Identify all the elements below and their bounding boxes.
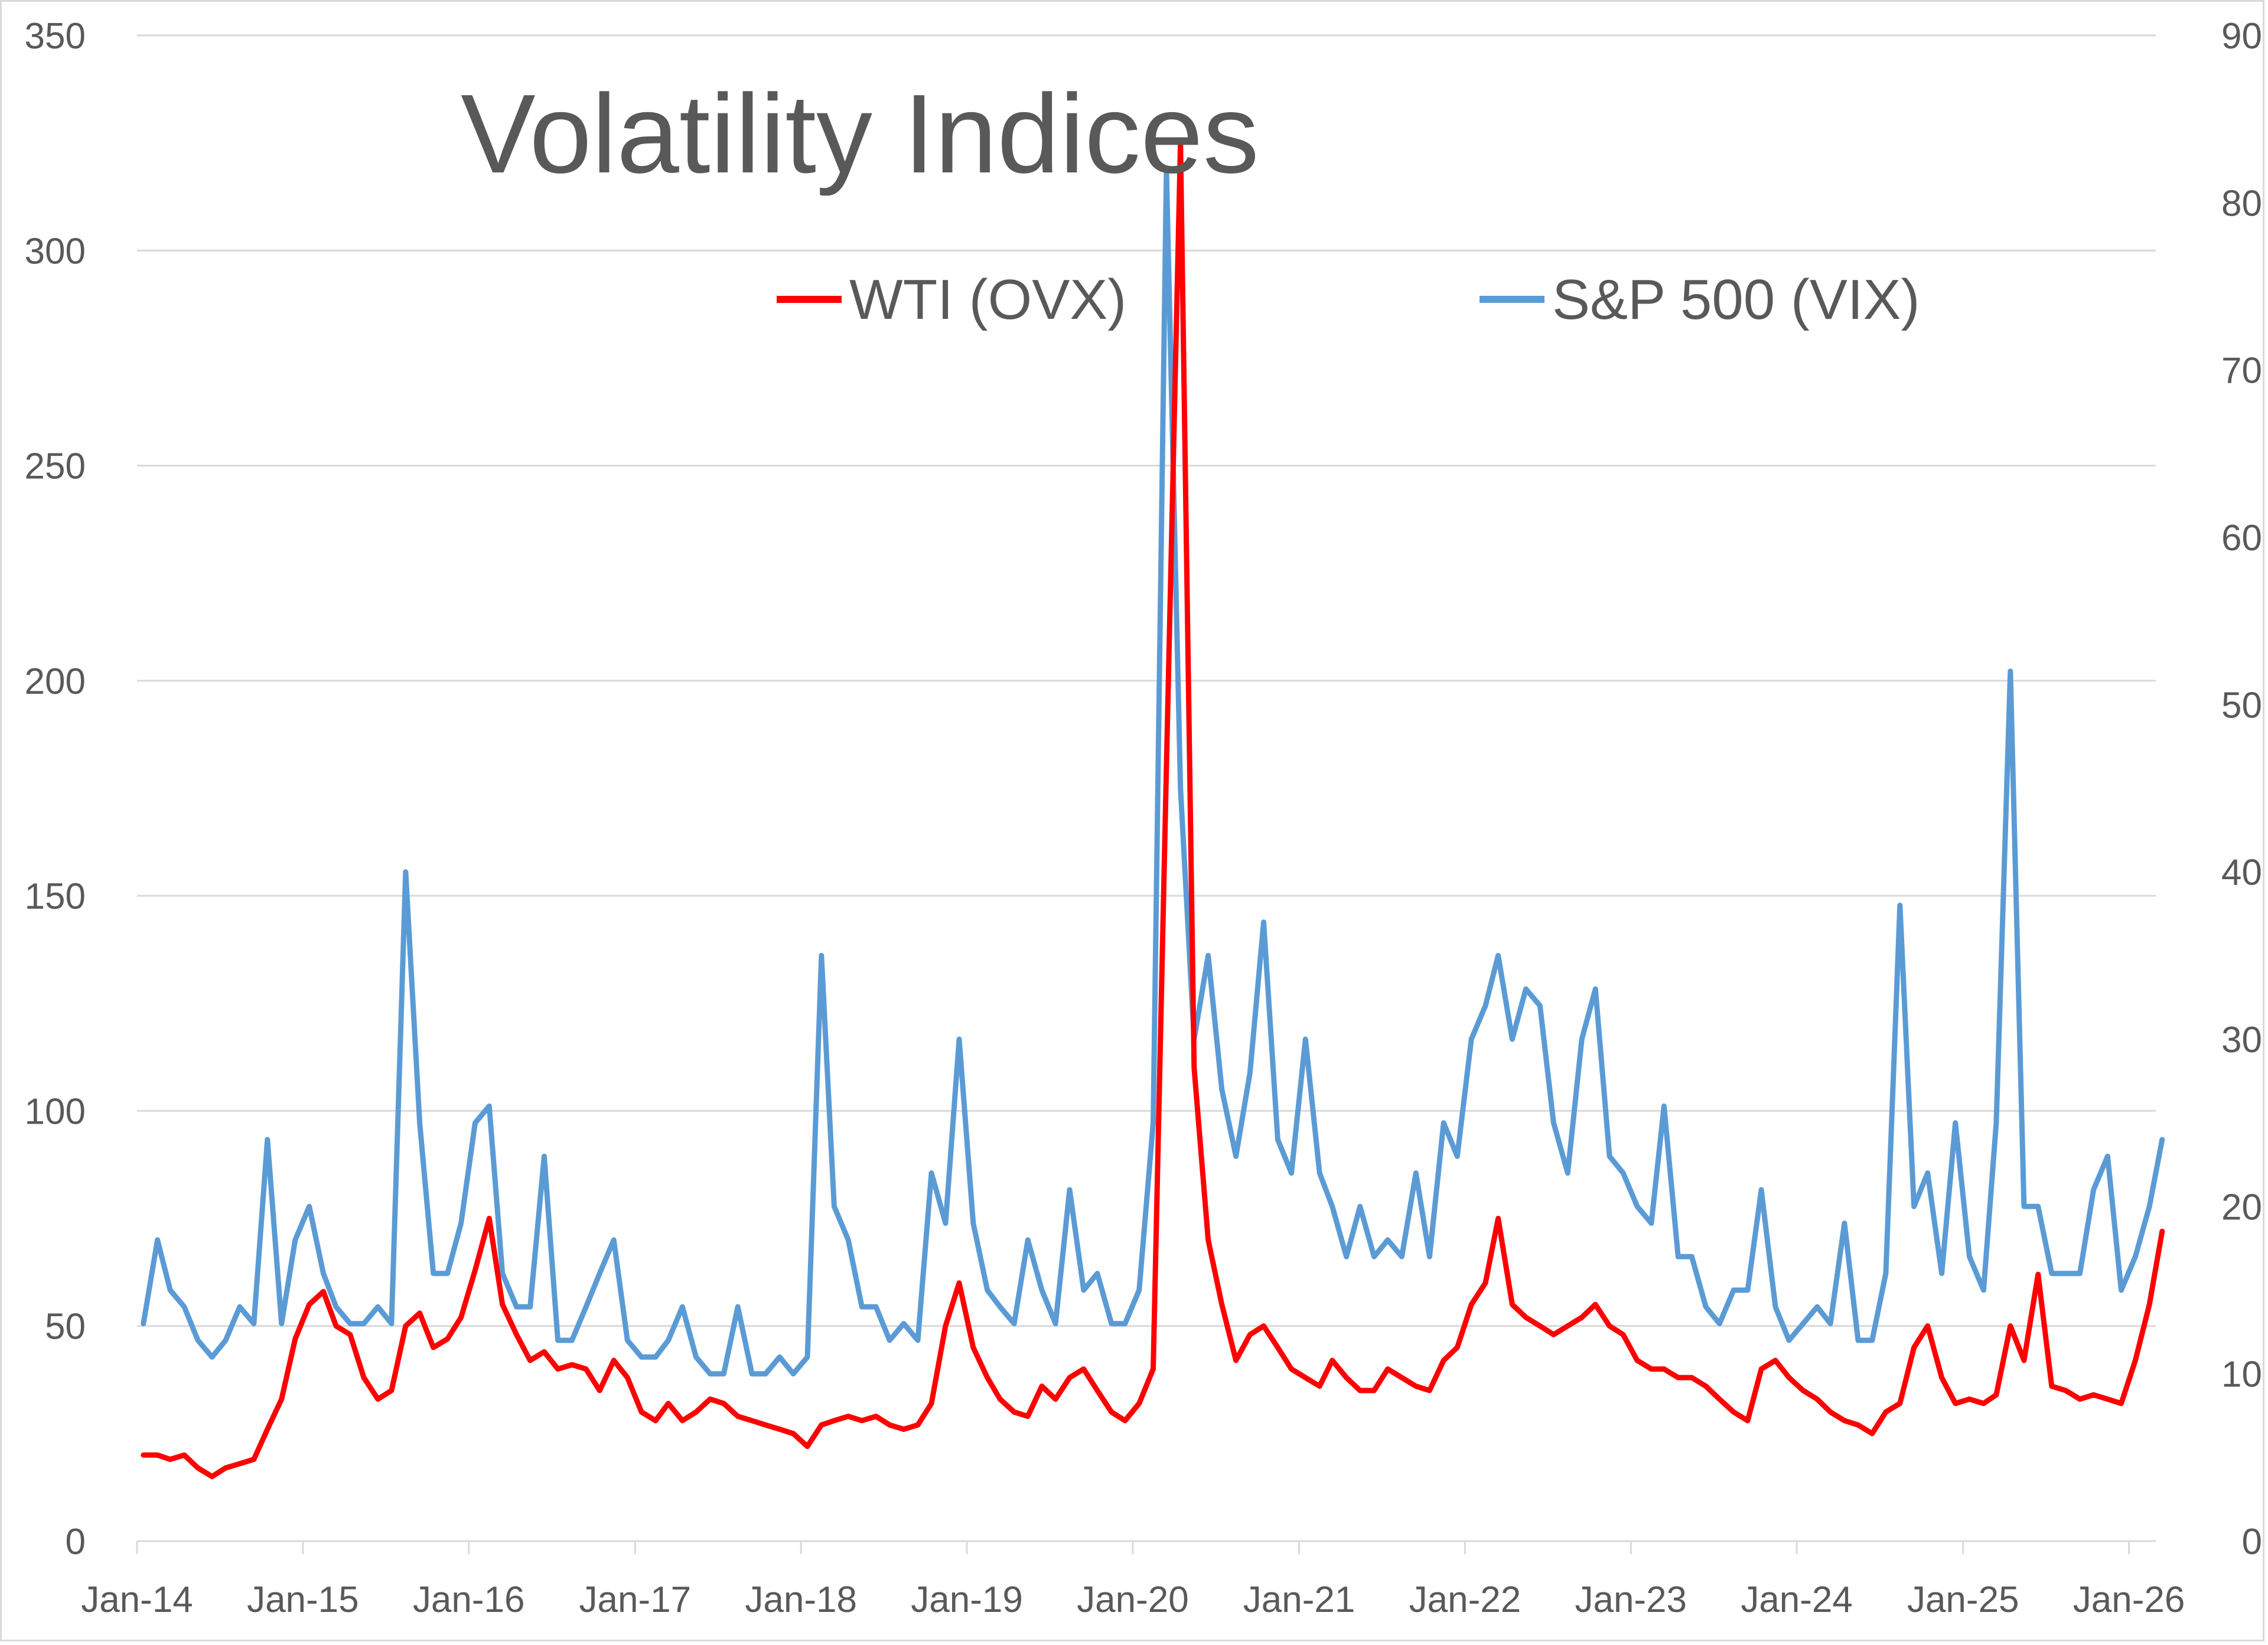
y-left-tick-label: 50 [45, 1307, 86, 1347]
x-tick-label: Jan-22 [1409, 1579, 1521, 1620]
legend: WTI (OVX) S&P 500 (VIX) [777, 268, 1920, 331]
y-left-tick-label: 200 [25, 661, 86, 702]
gridlines [137, 34, 2156, 1327]
y-right-tick-label: 60 [2221, 518, 2262, 559]
series-layer [141, 140, 2165, 1480]
y-left-tick-label: 100 [25, 1091, 86, 1132]
y-left-tick-label: 150 [25, 876, 86, 917]
x-tick-label: Jan-20 [1077, 1579, 1189, 1620]
y-right-tick-label: 80 [2221, 183, 2262, 224]
legend-label: WTI (OVX) [849, 268, 1126, 331]
y-left-tick-label: 300 [25, 231, 86, 272]
x-tick-label: Jan-19 [911, 1579, 1023, 1620]
y-right-tick-label: 70 [2221, 351, 2262, 391]
y-right-tick-label: 50 [2221, 685, 2262, 726]
y-right-tick-label: 10 [2221, 1354, 2262, 1395]
x-tick-label: Jan-18 [745, 1579, 857, 1620]
series-line-ovx [141, 140, 2165, 1480]
legend-label: S&P 500 (VIX) [1552, 268, 1920, 331]
x-tick-label: Jan-26 [2073, 1579, 2185, 1620]
x-tick-label: Jan-14 [81, 1579, 193, 1620]
x-tick-label: Jan-16 [413, 1579, 525, 1620]
x-tick-label: Jan-21 [1243, 1579, 1355, 1620]
x-tick-label: Jan-25 [1907, 1579, 2019, 1620]
y-left-tick-label: 0 [66, 1522, 86, 1562]
y-left-tick-label: 350 [25, 16, 86, 57]
y-right-tick-label: 40 [2221, 853, 2262, 893]
y-axis-left: 0 50 100 150 200 250 300 350 [25, 16, 86, 1562]
y-right-tick-label: 0 [2242, 1522, 2262, 1562]
y-right-tick-label: 30 [2221, 1020, 2262, 1060]
y-left-tick-label: 250 [25, 446, 86, 487]
x-tick-label: Jan-17 [579, 1579, 692, 1620]
y-right-tick-label: 90 [2221, 16, 2262, 57]
y-axis-right: 0 10 20 30 40 50 60 70 80 90 [2221, 16, 2262, 1562]
x-axis: Jan-14 Jan-15 Jan-16 Jan-17 Jan-18 Jan-19 Jan-… [81, 1540, 2185, 1620]
x-tick-label: Jan-23 [1575, 1579, 1687, 1620]
y-right-tick-label: 20 [2221, 1187, 2262, 1228]
x-tick-label: Jan-15 [247, 1579, 359, 1620]
x-tick-label: Jan-24 [1741, 1579, 1853, 1620]
series-line-vix [141, 167, 2165, 1377]
chart-title: Volatility Indices [461, 71, 1259, 197]
